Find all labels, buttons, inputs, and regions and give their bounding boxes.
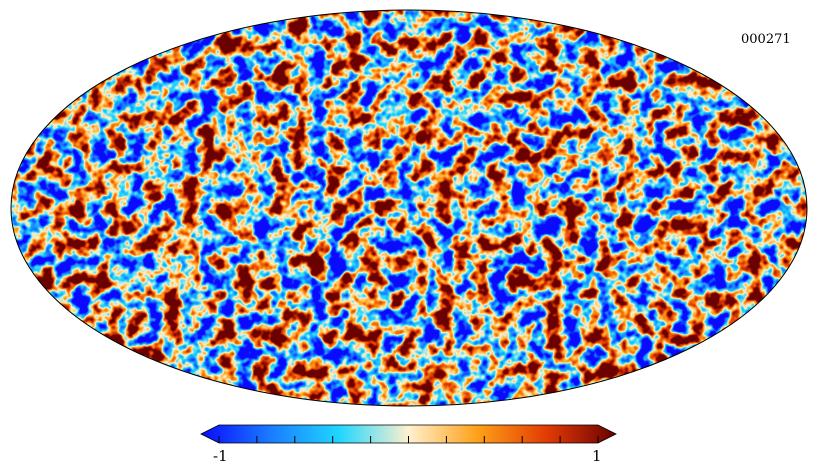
mollweide-outline bbox=[10, 9, 808, 407]
map-id-label: 000271 bbox=[741, 32, 791, 47]
colorbar-min-label: -1 bbox=[213, 447, 228, 465]
colorbar-max-label: 1 bbox=[592, 447, 602, 465]
colorbar bbox=[200, 424, 617, 444]
colorbar-ticks bbox=[218, 436, 599, 443]
sky-map-field bbox=[11, 10, 807, 406]
